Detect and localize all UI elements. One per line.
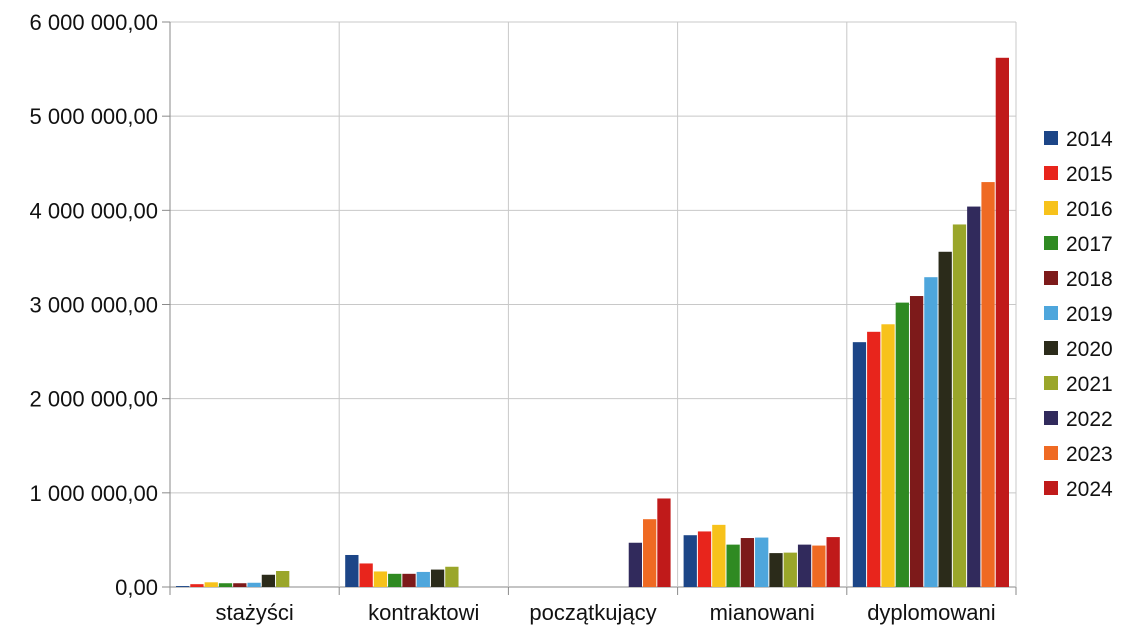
legend-entry: 2017	[1044, 233, 1113, 256]
bar	[967, 206, 981, 588]
bar	[826, 537, 840, 587]
bar	[812, 545, 826, 587]
y-tick-label: 5 000 000,00	[30, 104, 158, 129]
bar	[218, 583, 233, 587]
x-tick-label: stażyści	[215, 600, 293, 625]
grid-lines	[169, 21, 1017, 588]
x-tick-label: kontraktowi	[368, 600, 479, 625]
bar	[712, 524, 726, 587]
y-tick-label: 1 000 000,00	[30, 481, 158, 506]
bar	[981, 182, 995, 588]
y-tick-label: 3 000 000,00	[30, 293, 158, 318]
bar	[995, 57, 1009, 588]
legend-label: 2015	[1066, 163, 1113, 186]
bar	[190, 584, 204, 587]
legend-label: 2020	[1066, 338, 1113, 361]
bar	[261, 574, 276, 587]
bar	[881, 324, 895, 587]
bar	[938, 251, 952, 587]
legend-swatch	[1044, 201, 1058, 215]
legend-entry: 2016	[1044, 198, 1113, 221]
legend-label: 2022	[1066, 408, 1113, 431]
bar	[416, 571, 430, 587]
y-tick-label: 6 000 000,00	[30, 10, 158, 35]
bar	[359, 563, 373, 587]
legend-swatch	[1044, 306, 1058, 320]
bar	[345, 554, 359, 587]
bar	[402, 573, 416, 587]
legend-entry: 2021	[1044, 373, 1113, 396]
x-axis: stażyści kontraktowi początkujący mianowani…	[169, 587, 1017, 625]
bar	[726, 544, 740, 587]
legend-label: 2016	[1066, 198, 1113, 221]
bar	[388, 573, 402, 587]
legend-label: 2014	[1066, 128, 1113, 151]
bar	[247, 582, 261, 587]
x-tick-label: mianowani	[710, 600, 815, 625]
legend-swatch	[1044, 481, 1058, 495]
bar	[867, 331, 881, 587]
legend-entry: 2014	[1044, 128, 1113, 151]
legend-swatch	[1044, 131, 1058, 145]
y-tick-label: 2 000 000,00	[30, 387, 158, 412]
bar	[895, 302, 909, 587]
bar	[783, 552, 797, 587]
bar	[373, 571, 388, 587]
y-tick-label: 0,00	[115, 575, 158, 600]
legend-label: 2024	[1066, 478, 1113, 501]
bar	[657, 498, 671, 587]
legend: 2014 2015 2016 2017 2018 2019 2020 2021 2022 2023…	[1044, 128, 1113, 501]
legend-swatch	[1044, 271, 1058, 285]
legend-swatch	[1044, 166, 1058, 180]
legend-label: 2021	[1066, 373, 1113, 396]
legend-entry: 2019	[1044, 303, 1113, 326]
x-tick-label: początkujący	[529, 600, 656, 625]
bar	[628, 542, 643, 587]
y-axis: 0,00 1 000 000,00 2 000 000,00 3 000 000,00…	[30, 10, 170, 600]
legend-entry: 2023	[1044, 443, 1113, 466]
bar	[852, 342, 867, 587]
y-tick-label: 4 000 000,00	[30, 198, 158, 223]
bar	[740, 538, 755, 587]
bar	[445, 566, 459, 587]
bar	[643, 519, 657, 587]
legend-entry: 2015	[1044, 163, 1113, 186]
legend-swatch	[1044, 446, 1058, 460]
legend-label: 2018	[1066, 268, 1113, 291]
bars	[176, 57, 1009, 588]
bar	[924, 277, 938, 587]
bar	[952, 224, 967, 588]
legend-swatch	[1044, 236, 1058, 250]
x-tick-label: dyplomowani	[867, 600, 995, 625]
bar	[430, 569, 445, 587]
legend-entry: 2018	[1044, 268, 1113, 291]
bar	[909, 296, 924, 587]
legend-swatch	[1044, 341, 1058, 355]
bar	[276, 570, 290, 587]
legend-swatch	[1044, 411, 1058, 425]
bar	[697, 531, 712, 587]
legend-swatch	[1044, 376, 1058, 390]
legend-label: 2023	[1066, 443, 1113, 466]
bar	[204, 582, 218, 587]
legend-entry: 2024	[1044, 478, 1113, 501]
legend-entry: 2020	[1044, 338, 1113, 361]
bar	[233, 583, 247, 587]
bar	[797, 544, 812, 587]
legend-label: 2017	[1066, 233, 1113, 256]
legend-label: 2019	[1066, 303, 1113, 326]
bar	[755, 537, 769, 587]
bar	[683, 535, 697, 587]
bar	[176, 586, 190, 587]
bar	[769, 553, 783, 587]
legend-entry: 2022	[1044, 408, 1113, 431]
